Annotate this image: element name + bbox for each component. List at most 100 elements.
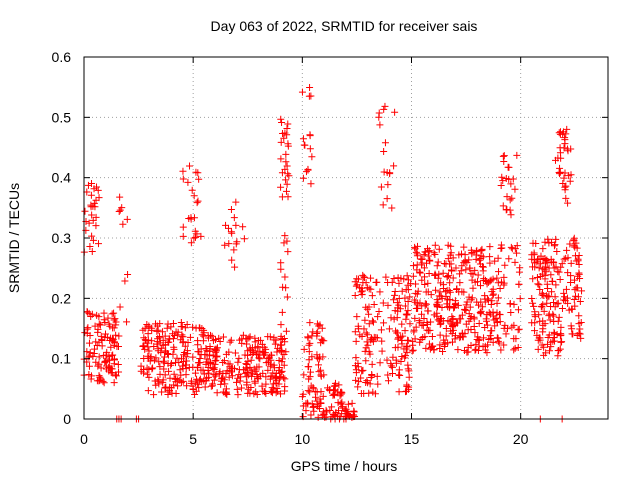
data-point	[85, 353, 93, 361]
data-point	[179, 377, 187, 385]
data-point	[266, 362, 274, 370]
data-point	[282, 158, 290, 166]
data-point	[362, 329, 370, 337]
data-point	[309, 403, 317, 411]
data-point	[478, 262, 486, 270]
data-point	[463, 298, 471, 306]
data-point	[307, 180, 315, 188]
data-point	[530, 302, 538, 310]
data-point	[404, 361, 412, 369]
data-point	[260, 351, 268, 359]
data-point	[510, 335, 518, 343]
data-point	[420, 264, 428, 272]
data-point	[179, 339, 187, 347]
data-point	[162, 383, 170, 391]
data-point	[109, 337, 117, 345]
data-point	[449, 326, 457, 334]
data-point	[533, 274, 541, 282]
data-point	[571, 243, 579, 251]
data-point	[475, 342, 483, 350]
data-point	[448, 330, 456, 338]
data-point	[416, 319, 424, 327]
data-point	[145, 322, 153, 330]
data-point	[95, 377, 103, 385]
data-point	[371, 390, 379, 398]
data-point	[193, 375, 201, 383]
data-point	[85, 362, 93, 370]
data-point	[100, 309, 108, 317]
data-point	[470, 323, 478, 331]
data-point	[391, 108, 399, 116]
data-point	[486, 259, 494, 267]
data-point	[335, 381, 343, 389]
data-point	[387, 314, 395, 322]
data-point	[277, 138, 285, 146]
data-point	[244, 389, 252, 397]
data-point	[245, 334, 253, 342]
data-point	[162, 347, 170, 355]
data-point	[283, 131, 291, 139]
data-point	[227, 336, 235, 344]
data-point	[284, 140, 292, 148]
data-point	[152, 381, 160, 389]
data-point	[416, 338, 424, 346]
data-point	[103, 348, 111, 356]
data-point	[421, 333, 429, 341]
data-point	[548, 288, 556, 296]
data-point	[497, 245, 505, 253]
data-point	[179, 232, 187, 240]
data-point	[114, 361, 122, 369]
data-point	[497, 182, 505, 190]
data-point	[145, 347, 153, 355]
data-point	[425, 269, 433, 277]
data-point	[148, 337, 156, 345]
data-point	[159, 328, 167, 336]
data-point	[225, 373, 233, 381]
data-point	[212, 356, 220, 364]
data-point	[409, 346, 417, 354]
data-point	[465, 256, 473, 264]
data-point	[264, 366, 272, 374]
data-point	[224, 224, 232, 232]
data-point	[432, 286, 440, 294]
data-point	[148, 365, 156, 373]
data-point	[472, 255, 480, 263]
data-point	[92, 222, 100, 230]
data-point	[169, 330, 177, 338]
data-point	[531, 327, 539, 335]
data-point	[216, 338, 224, 346]
data-point	[561, 136, 569, 144]
data-point	[384, 377, 392, 385]
data-point	[115, 368, 123, 376]
data-point	[535, 264, 543, 272]
data-point	[467, 342, 475, 350]
data-point	[514, 326, 522, 334]
data-point	[574, 293, 582, 301]
data-point	[424, 279, 432, 287]
data-point	[110, 338, 118, 346]
data-point	[422, 300, 430, 308]
data-point	[497, 346, 505, 354]
data-point	[439, 269, 447, 277]
data-point	[405, 373, 413, 381]
data-point	[562, 182, 570, 190]
data-point	[400, 275, 408, 283]
data-point	[403, 311, 411, 319]
data-point	[528, 255, 536, 263]
data-point	[411, 243, 419, 251]
data-point	[396, 305, 404, 313]
data-point	[270, 361, 278, 369]
data-point	[500, 152, 508, 160]
data-point	[90, 185, 98, 193]
data-point	[87, 201, 95, 209]
data-point	[567, 278, 575, 286]
data-point	[461, 257, 469, 265]
data-point	[480, 334, 488, 342]
data-point	[395, 388, 403, 396]
data-point	[424, 320, 432, 328]
data-point	[564, 269, 572, 277]
data-point	[571, 276, 579, 284]
data-point	[480, 275, 488, 283]
data-point	[451, 300, 459, 308]
data-point	[550, 334, 558, 342]
